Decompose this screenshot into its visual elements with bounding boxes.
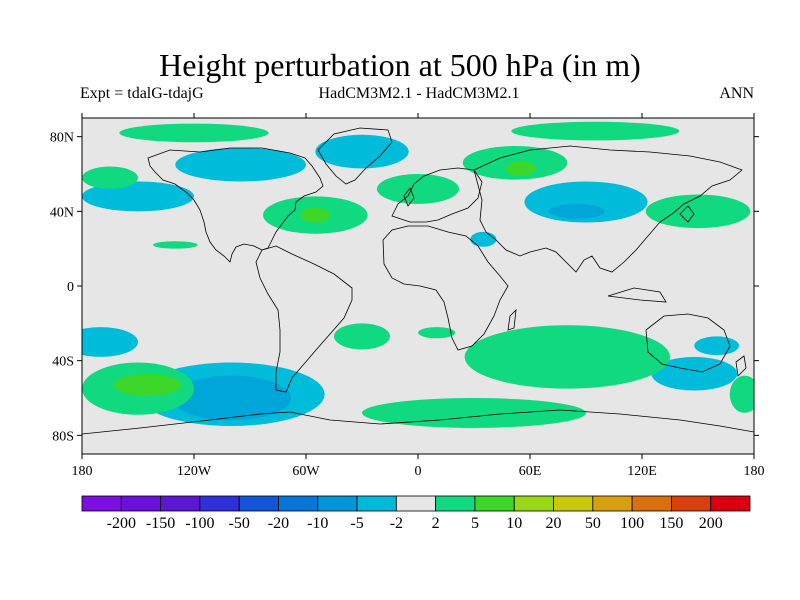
colorbar-swatch bbox=[278, 495, 319, 512]
contour-region bbox=[315, 134, 409, 169]
coastline-greenland bbox=[317, 127, 393, 185]
contour-region bbox=[511, 121, 680, 141]
coastline-new-zealand bbox=[735, 355, 747, 377]
contour-region bbox=[548, 203, 605, 219]
colorbar: -200 -150 -100 -50 -20 -10 -5 -2 2 5 10 20 50 100 150 2… bbox=[81, 495, 751, 532]
colorbar-label: 200 bbox=[699, 515, 723, 532]
colorbar-swatch bbox=[474, 495, 515, 512]
colorbar-label: 150 bbox=[659, 515, 683, 532]
colorbar-swatch bbox=[160, 495, 201, 512]
coastline-south-america bbox=[255, 245, 353, 393]
colorbar-swatch bbox=[671, 495, 712, 512]
colorbar-swatch bbox=[395, 495, 437, 512]
colorbar-label: 50 bbox=[585, 515, 601, 532]
lon-tick-label: 120E bbox=[627, 464, 657, 479]
colorbar-swatch bbox=[592, 495, 633, 512]
contour-region bbox=[119, 123, 269, 143]
contour-region bbox=[334, 323, 390, 350]
contour-region bbox=[82, 327, 138, 357]
colorbar-swatch bbox=[81, 495, 122, 512]
coastline-indonesia bbox=[607, 287, 667, 303]
contour-region bbox=[505, 160, 536, 176]
contour-region bbox=[651, 356, 738, 391]
lat-tick-label: 40N bbox=[50, 205, 74, 220]
coastline-antarctica bbox=[82, 409, 754, 435]
contour-region bbox=[470, 231, 497, 247]
lon-tick-label: 0 bbox=[415, 464, 422, 479]
experiment-label: Expt = tdalG-tdajG bbox=[80, 85, 204, 102]
lat-tick-label: 0 bbox=[67, 280, 74, 295]
map-title: Height perturbation at 500 hPa (in m) bbox=[159, 47, 641, 83]
colorbar-label: 5 bbox=[471, 515, 479, 532]
colorbar-swatch bbox=[199, 495, 240, 512]
coastline-british-isles bbox=[403, 187, 415, 207]
latitude-axis: 80N 40N 0 40S 80S bbox=[50, 131, 759, 444]
contour-region bbox=[171, 375, 292, 421]
colorbar-swatch bbox=[631, 495, 672, 512]
model-comparison-label: HadCM3M2.1 - HadCM3M2.1 bbox=[318, 85, 520, 102]
lat-tick-label: 80S bbox=[52, 429, 74, 444]
lon-tick-label: 120W bbox=[177, 464, 212, 479]
contour-region bbox=[175, 147, 306, 182]
colorbar-label: -50 bbox=[229, 515, 250, 532]
colorbar-label: -2 bbox=[390, 515, 403, 532]
contour-region bbox=[464, 325, 670, 389]
coastlines bbox=[82, 127, 754, 435]
colorbar-swatch bbox=[317, 495, 358, 512]
contour-region bbox=[694, 336, 740, 356]
contour-region bbox=[729, 375, 754, 413]
colorbar-swatch bbox=[435, 495, 476, 512]
lon-tick-label: 60W bbox=[292, 464, 320, 479]
lon-tick-label: 180 bbox=[72, 464, 93, 479]
longitude-axis: 180 120W 60W 0 60E 120E 180 bbox=[72, 113, 765, 479]
colorbar-swatch bbox=[120, 495, 161, 512]
colorbar-label: 2 bbox=[432, 515, 440, 532]
colorbar-swatch bbox=[513, 495, 554, 512]
colorbar-swatch bbox=[356, 495, 397, 512]
colorbar-swatch bbox=[553, 495, 594, 512]
colorbar-label: -200 bbox=[107, 515, 136, 532]
colorbar-label: -20 bbox=[268, 515, 289, 532]
season-label: ANN bbox=[719, 85, 754, 102]
contour-region bbox=[152, 241, 198, 249]
contour-region bbox=[418, 327, 456, 339]
coastline-africa bbox=[382, 225, 509, 351]
contour-region bbox=[300, 207, 331, 223]
contour-region bbox=[82, 166, 138, 189]
lon-tick-label: 60E bbox=[519, 464, 542, 479]
colorbar-label: 10 bbox=[506, 515, 522, 532]
colorbar-label: -10 bbox=[307, 515, 328, 532]
coastline-madagascar bbox=[507, 308, 517, 331]
lat-tick-label: 40S bbox=[52, 355, 74, 370]
coastline-japan bbox=[679, 205, 695, 223]
coastline-australia bbox=[645, 313, 731, 373]
contour-region bbox=[362, 398, 586, 428]
colorbar-label: 100 bbox=[620, 515, 644, 532]
contour-region bbox=[645, 194, 751, 229]
colorbar-swatch bbox=[238, 495, 279, 512]
colorbar-label: -150 bbox=[146, 515, 175, 532]
lon-tick-label: 180 bbox=[744, 464, 765, 479]
lat-tick-label: 80N bbox=[50, 131, 74, 146]
contour-region bbox=[113, 373, 181, 397]
colorbar-label: -5 bbox=[350, 515, 363, 532]
contour-fills bbox=[82, 121, 754, 428]
coastline-asia bbox=[473, 145, 743, 273]
contour-region bbox=[376, 174, 460, 204]
colorbar-label: -100 bbox=[185, 515, 214, 532]
colorbar-label: 20 bbox=[546, 515, 562, 532]
colorbar-swatch bbox=[710, 495, 751, 512]
